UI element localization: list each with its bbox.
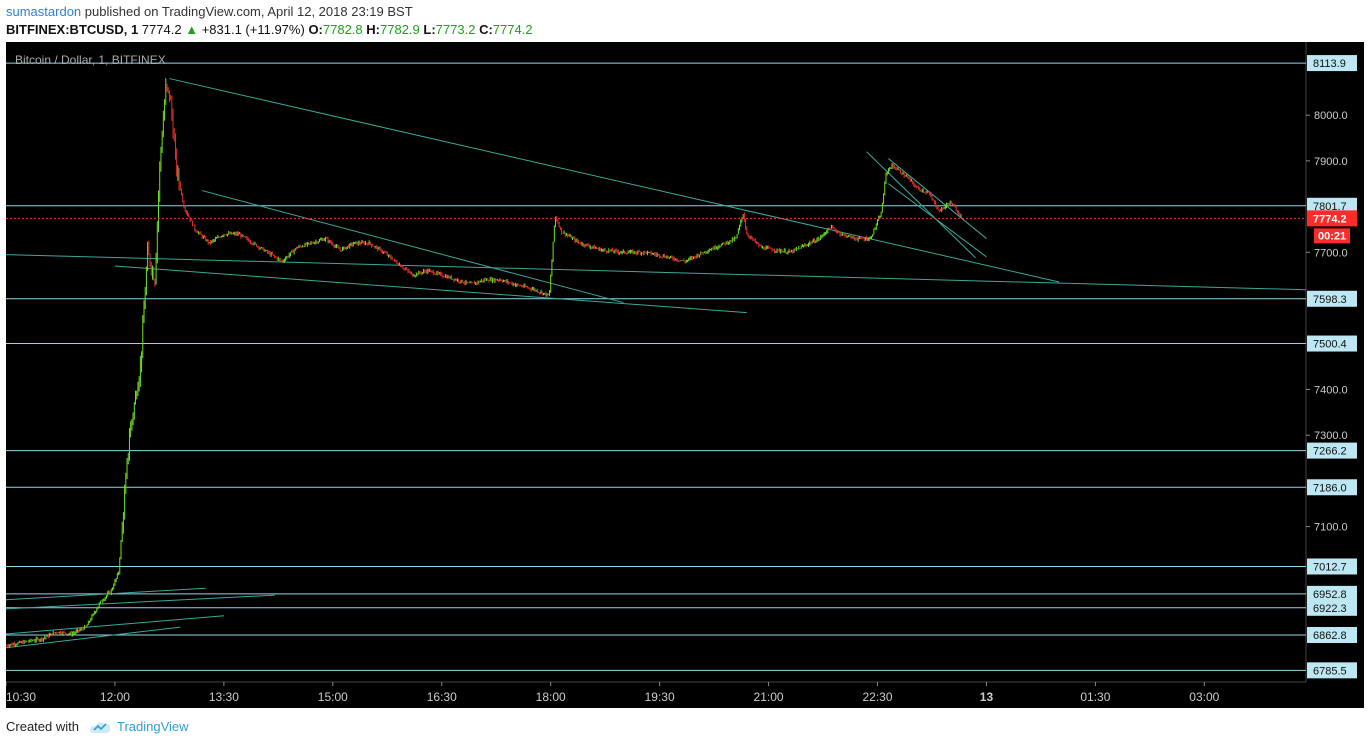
countdown-tag: [1314, 228, 1350, 244]
price-level-label: 6922.3: [1313, 603, 1347, 615]
low-label: L:: [423, 22, 436, 37]
price-level-label: 7598.3: [1313, 294, 1347, 306]
time-tick-label: 22:30: [862, 690, 892, 704]
trendline[interactable]: [866, 151, 976, 259]
trendline[interactable]: [888, 158, 987, 239]
price-level-tag: [1307, 197, 1357, 214]
last-price: 7774.2: [141, 22, 182, 37]
trendlines: [6, 78, 1307, 649]
price-level-label: 7266.2: [1313, 446, 1347, 458]
horizontal-levels: 8113.9 7801.7 7598.3 7500.4 7266.2 7186.0 7012…: [6, 55, 1357, 679]
current-price-label: 7774.2: [1313, 213, 1347, 225]
price-level-tag: [1307, 55, 1357, 72]
trendline[interactable]: [6, 594, 275, 610]
candles: [6, 78, 962, 648]
high-value: 7782.9: [380, 22, 420, 37]
price-level-tag: [1307, 627, 1357, 644]
created-with-text: Created with: [6, 719, 79, 734]
price-level-label: 7500.4: [1313, 339, 1347, 351]
price-tick-label: 7100.0: [1314, 522, 1348, 534]
price-level-label: 7012.7: [1313, 561, 1347, 573]
price-level-tag: [1307, 599, 1357, 616]
current-price-tag: [1307, 210, 1357, 227]
price-tick-label: 7400.0: [1314, 384, 1348, 396]
symbol-label: BITFINEX:BTCUSD, 1: [6, 22, 139, 37]
price-level-label: 6785.5: [1313, 665, 1347, 677]
time-tick-label: 13: [980, 690, 994, 704]
publish-info: sumastardon published on TradingView.com…: [6, 4, 413, 19]
chart-title: Bitcoin / Dollar, 1, BITFINEX: [15, 53, 166, 67]
price-level-label: 7801.7: [1313, 201, 1347, 213]
low-value: 7773.2: [435, 22, 476, 37]
tradingview-link[interactable]: TradingView: [117, 719, 189, 734]
price-level-tag: [1307, 290, 1357, 307]
price-tick-label: 7900.0: [1314, 156, 1348, 168]
trendline[interactable]: [114, 265, 747, 314]
time-tick-label: 12:00: [100, 690, 130, 704]
price-chart[interactable]: 8113.9 7801.7 7598.3 7500.4 7266.2 7186.0 7012…: [6, 42, 1364, 708]
close-label: C:: [479, 22, 493, 37]
price-level-tag: [1307, 558, 1357, 575]
time-axis: 10:30 12:00 13:30 15:00 16:30 18:00 19:30 21:00…: [6, 682, 1220, 704]
time-tick-label: 03:00: [1189, 690, 1219, 704]
price-level-tag: [1307, 335, 1357, 352]
high-label: H:: [366, 22, 380, 37]
open-value: 7782.8: [322, 22, 363, 37]
time-tick-label: 16:30: [427, 690, 457, 704]
price-tick-label: 7300.0: [1314, 430, 1348, 442]
time-tick-label: 18:00: [536, 690, 566, 704]
plot-background: [6, 42, 1306, 708]
tradingview-logo-icon[interactable]: [88, 718, 112, 734]
trendline[interactable]: [6, 626, 181, 649]
published-text: published on TradingView.com, April 12, …: [84, 4, 413, 19]
footer: Created with TradingView: [0, 708, 1370, 744]
time-tick-label: 21:00: [754, 690, 784, 704]
price-level-label: 6862.8: [1313, 630, 1347, 642]
price-level-tag: [1307, 479, 1357, 496]
time-tick-label: 13:30: [209, 690, 239, 704]
price-level-tag: [1307, 442, 1357, 459]
price-tick-label: 8000.0: [1314, 110, 1348, 122]
ohlc-legend: BITFINEX:BTCUSD, 1 7774.2 ▲ +831.1 (+11.…: [6, 22, 533, 37]
price-level-tag: [1307, 662, 1357, 679]
trendline[interactable]: [6, 587, 206, 601]
price-level-label: 7186.0: [1313, 482, 1347, 494]
price-level-label: 6952.8: [1313, 589, 1347, 601]
trendline[interactable]: [6, 615, 224, 635]
time-tick-label: 15:00: [318, 690, 348, 704]
time-tick-label: 01:30: [1080, 690, 1110, 704]
time-axis-background: [6, 682, 1364, 708]
open-label: O:: [308, 22, 323, 37]
trendline[interactable]: [201, 190, 624, 304]
close-value: 7774.2: [492, 22, 533, 37]
up-arrow-icon: ▲: [185, 22, 199, 37]
price-change: +831.1 (+11.97%): [201, 22, 305, 37]
price-axis: 8000.0 7900.0 7700.0 7400.0 7300.0 7100.0 7774…: [1306, 110, 1357, 534]
chart-header: sumastardon published on TradingView.com…: [0, 0, 1370, 42]
price-level-tag: [1307, 585, 1357, 602]
countdown-label: 00:21: [1318, 230, 1346, 242]
trendline[interactable]: [6, 254, 1307, 291]
time-tick-label: 19:30: [645, 690, 675, 704]
price-level-label: 8113.9: [1313, 58, 1346, 70]
price-tick-label: 7700.0: [1314, 247, 1348, 259]
author-link[interactable]: sumastardon: [6, 4, 82, 19]
trendline[interactable]: [888, 183, 987, 258]
time-tick-label: 10:30: [6, 690, 36, 704]
trendline[interactable]: [169, 78, 1060, 283]
